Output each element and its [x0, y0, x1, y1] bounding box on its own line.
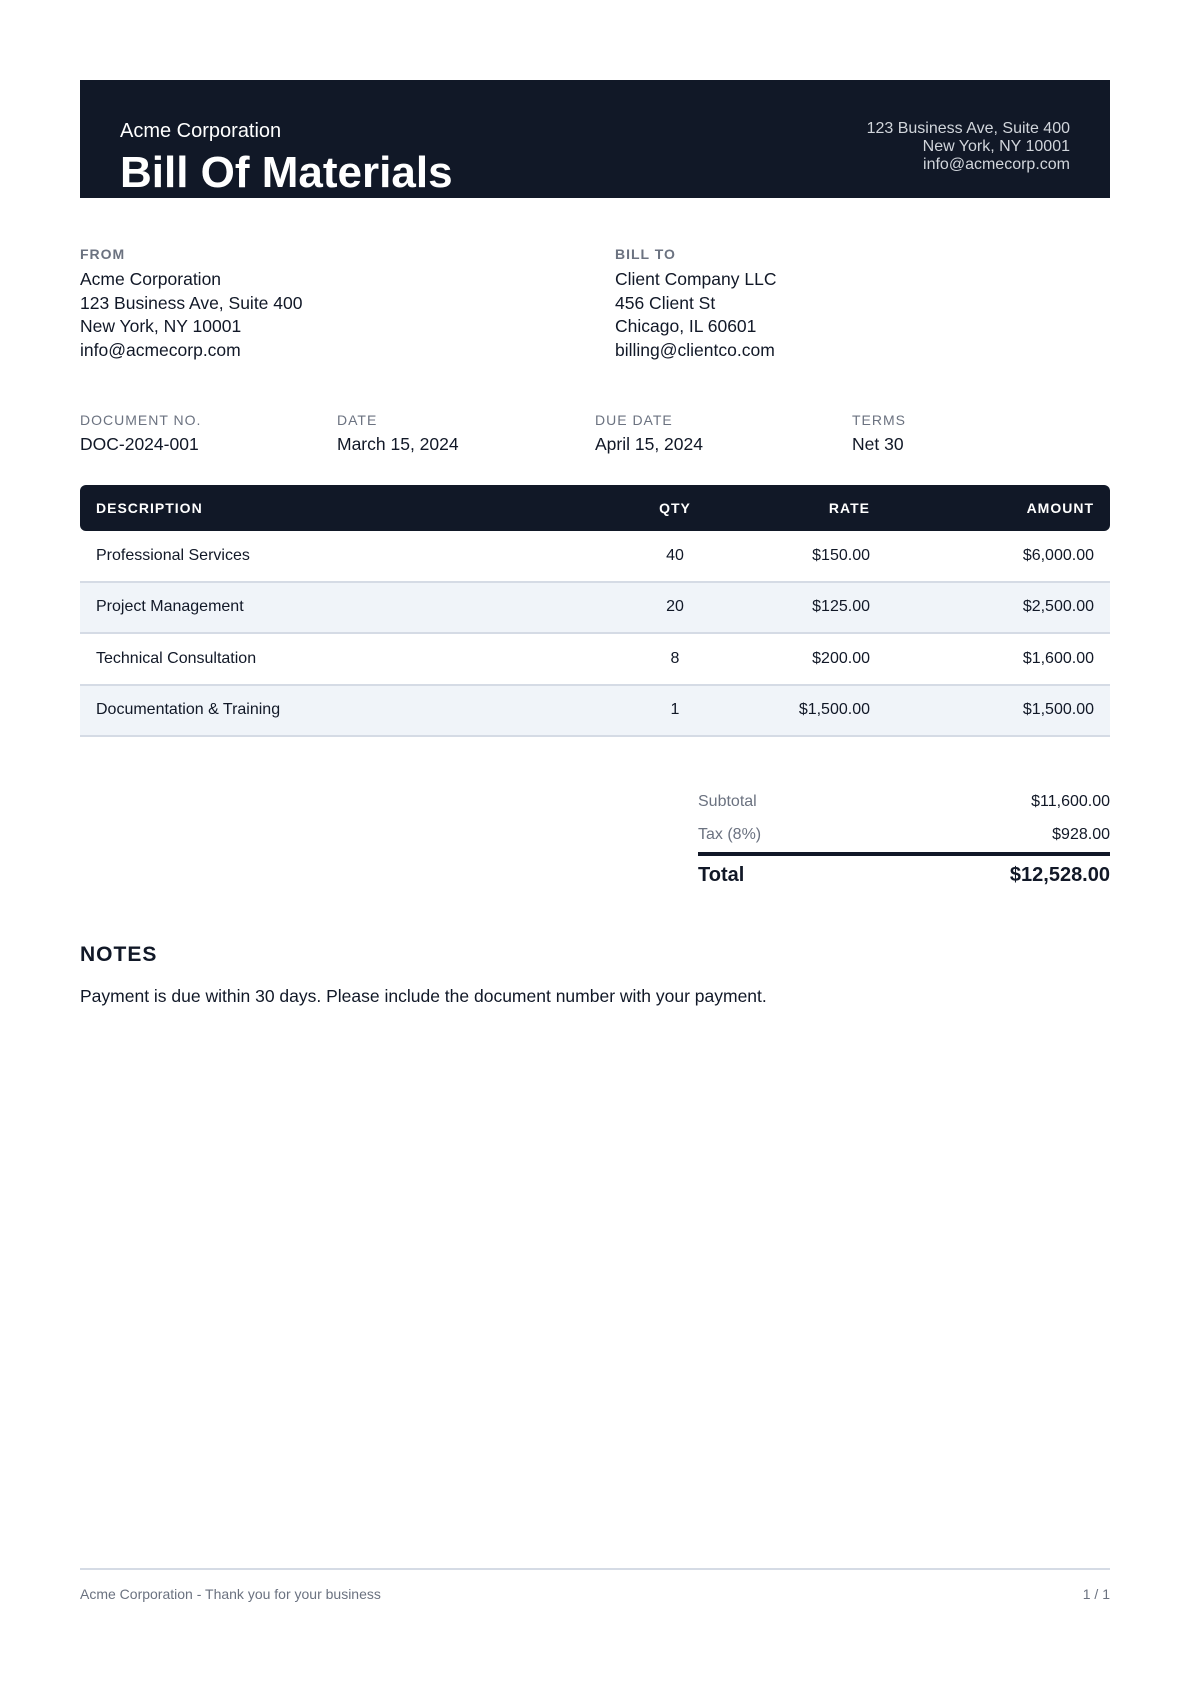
cell-amount: $2,500.00: [1022, 598, 1094, 616]
meta-due-date: DUE DATE April 15, 2024: [595, 412, 703, 455]
tax-row: Tax (8%) $928.00: [698, 826, 1110, 844]
header-address: 123 Business Ave, Suite 400 New York, NY…: [867, 120, 1070, 174]
from-section: FROM Acme Corporation 123 Business Ave, …: [80, 246, 302, 363]
cell-qty: 40: [666, 546, 684, 564]
address-line: 456 Client St: [615, 292, 716, 313]
column-header-rate: RATE: [828, 500, 870, 516]
cell-rate: $1,500.00: [798, 701, 870, 719]
bill-to-label: BILL TO: [615, 246, 676, 262]
footer-text: Acme Corporation - Thank you for your bu…: [80, 1586, 381, 1602]
notes-heading: NOTES: [80, 943, 158, 966]
cell-description: Professional Services: [96, 546, 250, 564]
address-line: billing@clientco.com: [615, 340, 775, 361]
meta-document-no: DOCUMENT NO. DOC-2024-001: [80, 412, 201, 455]
from-label: FROM: [80, 246, 126, 262]
total-row: Total $12,528.00: [698, 864, 1110, 887]
subtotal-row: Subtotal $11,600.00: [698, 793, 1110, 811]
cell-qty: 20: [666, 598, 684, 616]
column-header-amount: AMOUNT: [1026, 500, 1094, 516]
meta-terms: TERMS Net 30: [852, 412, 906, 455]
tax-label: Tax (8%): [698, 826, 762, 843]
tax-value: $928.00: [1052, 826, 1110, 843]
total-label: Total: [698, 864, 745, 886]
table-row: Professional Services 40 $150.00 $6,000.…: [80, 531, 1110, 583]
meta-value: Net 30: [852, 434, 904, 454]
cell-description: Documentation & Training: [96, 701, 281, 719]
address-line: Acme Corporation: [80, 269, 222, 289]
line-items-table: DESCRIPTION QTY RATE AMOUNT Professional…: [80, 485, 1110, 737]
footer-divider: [80, 1568, 1110, 1570]
cell-amount: $1,500.00: [1022, 701, 1094, 719]
subtotal-label: Subtotal: [698, 793, 757, 810]
header-email: info@acmecorp.com: [923, 156, 1070, 173]
notes-text: Payment is due within 30 days. Please in…: [80, 986, 767, 1006]
header-address-line: New York, NY 10001: [922, 138, 1070, 155]
cell-rate: $200.00: [812, 649, 870, 667]
cell-description: Project Management: [96, 598, 244, 616]
meta-label: DATE: [337, 412, 378, 428]
cell-rate: $125.00: [812, 598, 870, 616]
cell-description: Technical Consultation: [96, 649, 257, 667]
bill-to-section: BILL TO Client Company LLC 456 Client St…: [615, 246, 776, 363]
address-line: Chicago, IL 60601: [615, 316, 757, 337]
address-line: info@acmecorp.com: [80, 340, 241, 361]
address-line: Client Company LLC: [615, 269, 777, 289]
cell-amount: $1,600.00: [1022, 649, 1094, 667]
document-title: Bill Of Materials: [120, 148, 453, 197]
column-header-description: DESCRIPTION: [96, 500, 203, 516]
column-header-qty: QTY: [659, 500, 691, 516]
table-header: DESCRIPTION QTY RATE AMOUNT: [80, 485, 1110, 531]
meta-label: TERMS: [852, 412, 906, 428]
meta-date: DATE March 15, 2024: [337, 412, 459, 455]
bill-to-address: Client Company LLC 456 Client St Chicago…: [615, 268, 776, 363]
header-address-line: 123 Business Ave, Suite 400: [866, 120, 1070, 137]
header-company: Acme Corporation: [120, 120, 282, 142]
meta-value: March 15, 2024: [337, 434, 459, 454]
table-row: Technical Consultation 8 $200.00 $1,600.…: [80, 634, 1110, 686]
document-header: Acme Corporation Bill Of Materials 123 B…: [80, 80, 1110, 198]
meta-label: DOCUMENT NO.: [80, 412, 202, 428]
meta-value: DOC-2024-001: [80, 434, 199, 454]
cell-rate: $150.00: [812, 546, 870, 564]
address-line: New York, NY 10001: [80, 316, 242, 337]
address-line: 123 Business Ave, Suite 400: [80, 292, 303, 313]
total-divider: [698, 852, 1110, 856]
cell-amount: $6,000.00: [1022, 546, 1094, 564]
page-number: 1 / 1: [1082, 1586, 1110, 1602]
table-row: Project Management 20 $125.00 $2,500.00: [80, 582, 1110, 634]
cell-qty: 8: [670, 649, 680, 667]
from-address: Acme Corporation 123 Business Ave, Suite…: [80, 268, 302, 363]
cell-qty: 1: [670, 701, 680, 719]
subtotal-value: $11,600.00: [1031, 793, 1110, 810]
total-value: $12,528.00: [1009, 864, 1110, 886]
meta-value: April 15, 2024: [595, 434, 703, 454]
meta-label: DUE DATE: [595, 412, 673, 428]
table-row: Documentation & Training 1 $1,500.00 $1,…: [80, 685, 1110, 737]
